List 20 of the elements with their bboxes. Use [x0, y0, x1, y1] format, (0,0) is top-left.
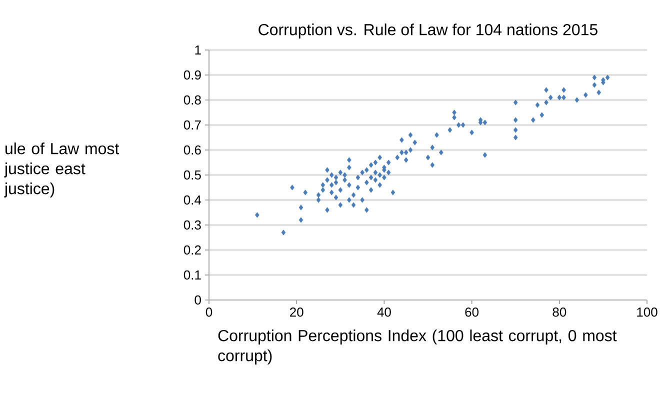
y-tick-label: 1: [195, 46, 201, 54]
x-tick-label: 40: [377, 308, 391, 317]
y-tick-label: 0.5: [184, 170, 201, 180]
y-tick-label: 0.9: [184, 70, 201, 80]
y-tick-label: 0.3: [184, 220, 201, 230]
x-tick-label: 20: [290, 308, 304, 317]
y-tick-label: 0.6: [184, 145, 201, 155]
chart-title: Corruption vs. Rule of Law for 104 nations 2015: [258, 24, 598, 38]
y-tick-label: 0: [194, 295, 201, 305]
y-tick-label: 0.1: [184, 270, 201, 280]
x-tick-label: 0: [206, 308, 212, 317]
y-tick-label: 0.8: [184, 95, 201, 105]
x-axis-title: Corruption Perceptions Index (100 least corrupt, 0 most corrupt): [218, 330, 617, 364]
x-tick-label: 60: [465, 308, 479, 317]
x-tick-label: 80: [552, 308, 566, 317]
y-tick-label: 0.2: [184, 245, 201, 255]
x-tick-label: 100: [637, 308, 658, 317]
y-tick-label: 0.7: [184, 120, 201, 130]
y-tick-label: 0.4: [184, 195, 202, 205]
y-axis-title: ule of Law most justice east justice): [4, 142, 120, 198]
